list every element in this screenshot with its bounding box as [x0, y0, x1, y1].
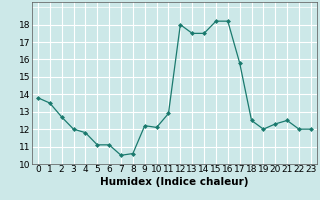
X-axis label: Humidex (Indice chaleur): Humidex (Indice chaleur) [100, 177, 249, 187]
